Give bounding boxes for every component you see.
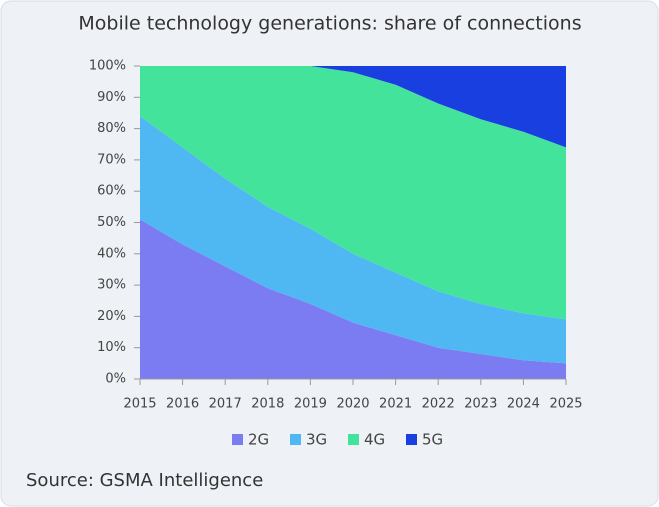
x-tick-label: 2023 [464,397,497,412]
y-tick-label: 50% [97,215,126,230]
y-tick-label: 40% [97,246,126,261]
area [140,219,566,379]
y-tick-label: 30% [97,278,126,293]
y-tick-label: 10% [97,340,126,355]
legend-swatch [406,434,417,445]
legend-swatch [232,434,243,445]
area [140,66,566,148]
y-tick-label: 90% [97,90,126,105]
chart-title: Mobile technology generations: share of … [78,13,581,35]
x-tick-label: 2025 [549,397,582,412]
legend-label: 3G [306,431,327,449]
area [140,116,566,364]
legend-label: 5G [422,431,443,449]
x-tick-label: 2024 [507,397,540,412]
x-tick-label: 2017 [209,397,242,412]
x-tick-label: 2022 [422,397,455,412]
y-tick-label: 80% [97,121,126,136]
source: Source: GSMA Intelligence [26,470,263,491]
legend-swatch [348,434,359,445]
legend-label: 4G [364,431,385,449]
x-tick-label: 2015 [123,397,156,412]
x-tick-label: 2018 [251,397,284,412]
legend-label: 2G [248,431,269,449]
x-tick-label: 2021 [379,397,412,412]
x-tick-label: 2020 [336,397,369,412]
y-tick-label: 0% [105,372,126,387]
y-tick-label: 100% [89,59,126,74]
y-tick-label: 20% [97,309,126,324]
x-tick-label: 2016 [166,397,199,412]
legend-swatch [290,434,301,445]
x-tick-label: 2019 [294,397,327,412]
area [140,66,566,320]
y-tick-label: 70% [97,152,126,167]
y-tick-label: 60% [97,184,126,199]
